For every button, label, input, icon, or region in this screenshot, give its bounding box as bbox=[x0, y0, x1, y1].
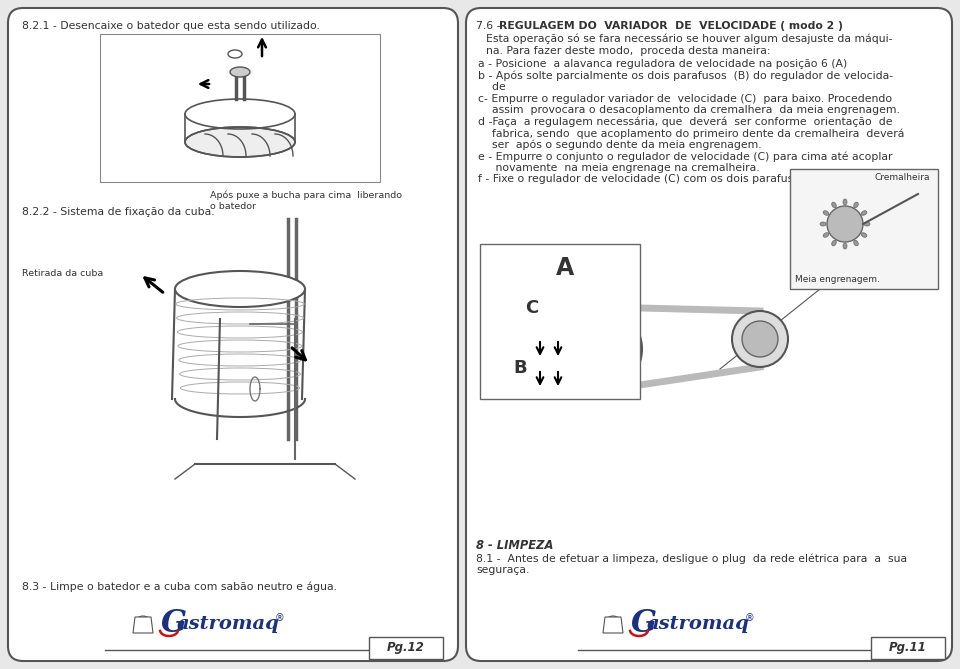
Text: Meia engrenagem.: Meia engrenagem. bbox=[795, 275, 880, 284]
Text: REGULAGEM DO  VARIADOR  DE  VELOCIDADE ( modo 2 ): REGULAGEM DO VARIADOR DE VELOCIDADE ( mo… bbox=[499, 21, 843, 31]
Ellipse shape bbox=[175, 271, 305, 307]
Ellipse shape bbox=[823, 211, 828, 215]
Bar bbox=[790, 169, 938, 289]
Ellipse shape bbox=[820, 222, 826, 226]
Text: G: G bbox=[161, 607, 187, 638]
Text: fabrica, sendo  que acoplamento do primeiro dente da cremalheira  deverá: fabrica, sendo que acoplamento do primei… bbox=[478, 128, 904, 138]
Text: assim  provocara o desacoplamento da cremalhera  da meia engrenagem.: assim provocara o desacoplamento da crem… bbox=[478, 105, 900, 115]
Ellipse shape bbox=[831, 202, 836, 208]
Text: C: C bbox=[525, 299, 539, 317]
Text: Pg.12: Pg.12 bbox=[387, 642, 425, 654]
Circle shape bbox=[742, 321, 778, 357]
Text: b - Após solte parcialmente os dois parafusos  (B) do regulador de velocida-: b - Após solte parcialmente os dois para… bbox=[478, 71, 893, 82]
Text: 7.6 -: 7.6 - bbox=[476, 21, 504, 31]
Ellipse shape bbox=[861, 233, 867, 237]
Text: ®: ® bbox=[275, 613, 285, 623]
Text: f - Fixe o regulador de velocidade (C) com os dois parafusos (B) .: f - Fixe o regulador de velocidade (C) c… bbox=[478, 175, 832, 184]
Text: 8 - LIMPEZA: 8 - LIMPEZA bbox=[476, 539, 553, 552]
Polygon shape bbox=[133, 617, 153, 633]
Circle shape bbox=[558, 307, 642, 391]
Ellipse shape bbox=[185, 127, 295, 157]
Ellipse shape bbox=[843, 243, 847, 249]
Text: 8.2.1 - Desencaixe o batedor que esta sendo utilizado.: 8.2.1 - Desencaixe o batedor que esta se… bbox=[22, 21, 320, 31]
Ellipse shape bbox=[843, 199, 847, 205]
Polygon shape bbox=[603, 617, 623, 633]
Text: 8.1 -  Antes de efetuar a limpeza, desligue o plug  da rede elétrica para  a  su: 8.1 - Antes de efetuar a limpeza, deslig… bbox=[476, 553, 907, 563]
Ellipse shape bbox=[831, 240, 836, 246]
Ellipse shape bbox=[853, 202, 858, 208]
Text: astromaq: astromaq bbox=[647, 615, 750, 633]
Text: ser  após o segundo dente da meia engrenagem.: ser após o segundo dente da meia engrena… bbox=[478, 140, 761, 151]
Text: c- Empurre o regulador variador de  velocidade (C)  para baixo. Procedendo: c- Empurre o regulador variador de veloc… bbox=[478, 94, 892, 104]
Text: Esta operação só se fara necessário se houver algum desajuste da máqui-: Esta operação só se fara necessário se h… bbox=[486, 34, 893, 45]
Text: G: G bbox=[631, 607, 657, 638]
Text: na. Para fazer deste modo,  proceda desta maneira:: na. Para fazer deste modo, proceda desta… bbox=[486, 45, 771, 56]
Ellipse shape bbox=[853, 240, 858, 246]
Text: A: A bbox=[556, 256, 574, 280]
Text: d -Faça  a regulagem necessária, que  deverá  ser conforme  orientação  de: d -Faça a regulagem necessária, que deve… bbox=[478, 117, 893, 127]
FancyBboxPatch shape bbox=[8, 8, 458, 661]
FancyBboxPatch shape bbox=[369, 637, 443, 659]
Text: a - Posicione  a alavanca reguladora de velocidade na posição 6 (A): a - Posicione a alavanca reguladora de v… bbox=[478, 60, 848, 70]
Text: Pg.11: Pg.11 bbox=[889, 642, 926, 654]
Ellipse shape bbox=[823, 233, 828, 237]
FancyBboxPatch shape bbox=[871, 637, 945, 659]
Circle shape bbox=[827, 206, 863, 242]
Text: 8.2.2 - Sistema de fixação da cuba.: 8.2.2 - Sistema de fixação da cuba. bbox=[22, 207, 215, 217]
Ellipse shape bbox=[605, 616, 621, 630]
Text: seguraça.: seguraça. bbox=[476, 565, 529, 575]
Text: Retirada da cuba: Retirada da cuba bbox=[22, 269, 104, 278]
Ellipse shape bbox=[135, 616, 151, 630]
Text: Após puxe a bucha para cima  liberando
o batedor: Após puxe a bucha para cima liberando o … bbox=[210, 190, 402, 211]
Ellipse shape bbox=[230, 67, 250, 77]
Ellipse shape bbox=[861, 211, 867, 215]
Text: novamente  na meia engrenage na cremalheira.: novamente na meia engrenage na cremalhei… bbox=[478, 163, 759, 173]
Text: astromaq: astromaq bbox=[177, 615, 279, 633]
FancyBboxPatch shape bbox=[466, 8, 952, 661]
Text: Cremalheira: Cremalheira bbox=[875, 173, 930, 182]
Text: B: B bbox=[514, 359, 527, 377]
Bar bbox=[480, 244, 640, 399]
Text: de: de bbox=[478, 82, 506, 92]
Text: ®: ® bbox=[745, 613, 755, 623]
Bar bbox=[100, 34, 380, 182]
Circle shape bbox=[570, 319, 630, 379]
Circle shape bbox=[732, 311, 788, 367]
Text: e - Empurre o conjunto o regulador de velocidade (C) para cima até acoplar: e - Empurre o conjunto o regulador de ve… bbox=[478, 151, 893, 162]
Ellipse shape bbox=[864, 222, 870, 226]
Ellipse shape bbox=[228, 50, 242, 58]
Text: 8.3 - Limpe o batedor e a cuba com sabão neutro e água.: 8.3 - Limpe o batedor e a cuba com sabão… bbox=[22, 581, 337, 591]
